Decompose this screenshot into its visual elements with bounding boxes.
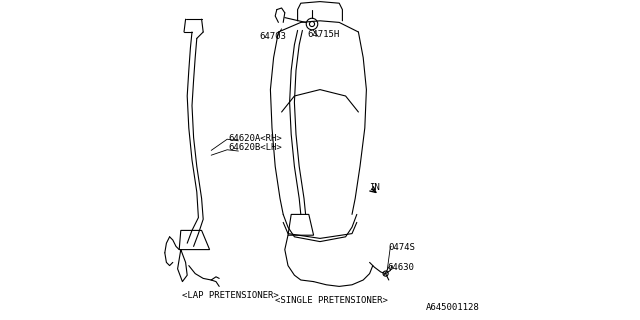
Text: IN: IN [370,183,380,192]
Text: A645001128: A645001128 [426,303,479,312]
Text: 64620B<LH>: 64620B<LH> [229,143,282,152]
Text: <LAP PRETENSIONER>: <LAP PRETENSIONER> [182,292,279,300]
Text: 64715H: 64715H [307,30,339,39]
Text: 64703: 64703 [259,32,286,41]
Text: <SINGLE PRETENSIONER>: <SINGLE PRETENSIONER> [275,296,388,305]
Text: 64620A<RH>: 64620A<RH> [229,134,282,143]
Text: 64630: 64630 [387,263,414,272]
Text: 0474S: 0474S [388,244,415,252]
